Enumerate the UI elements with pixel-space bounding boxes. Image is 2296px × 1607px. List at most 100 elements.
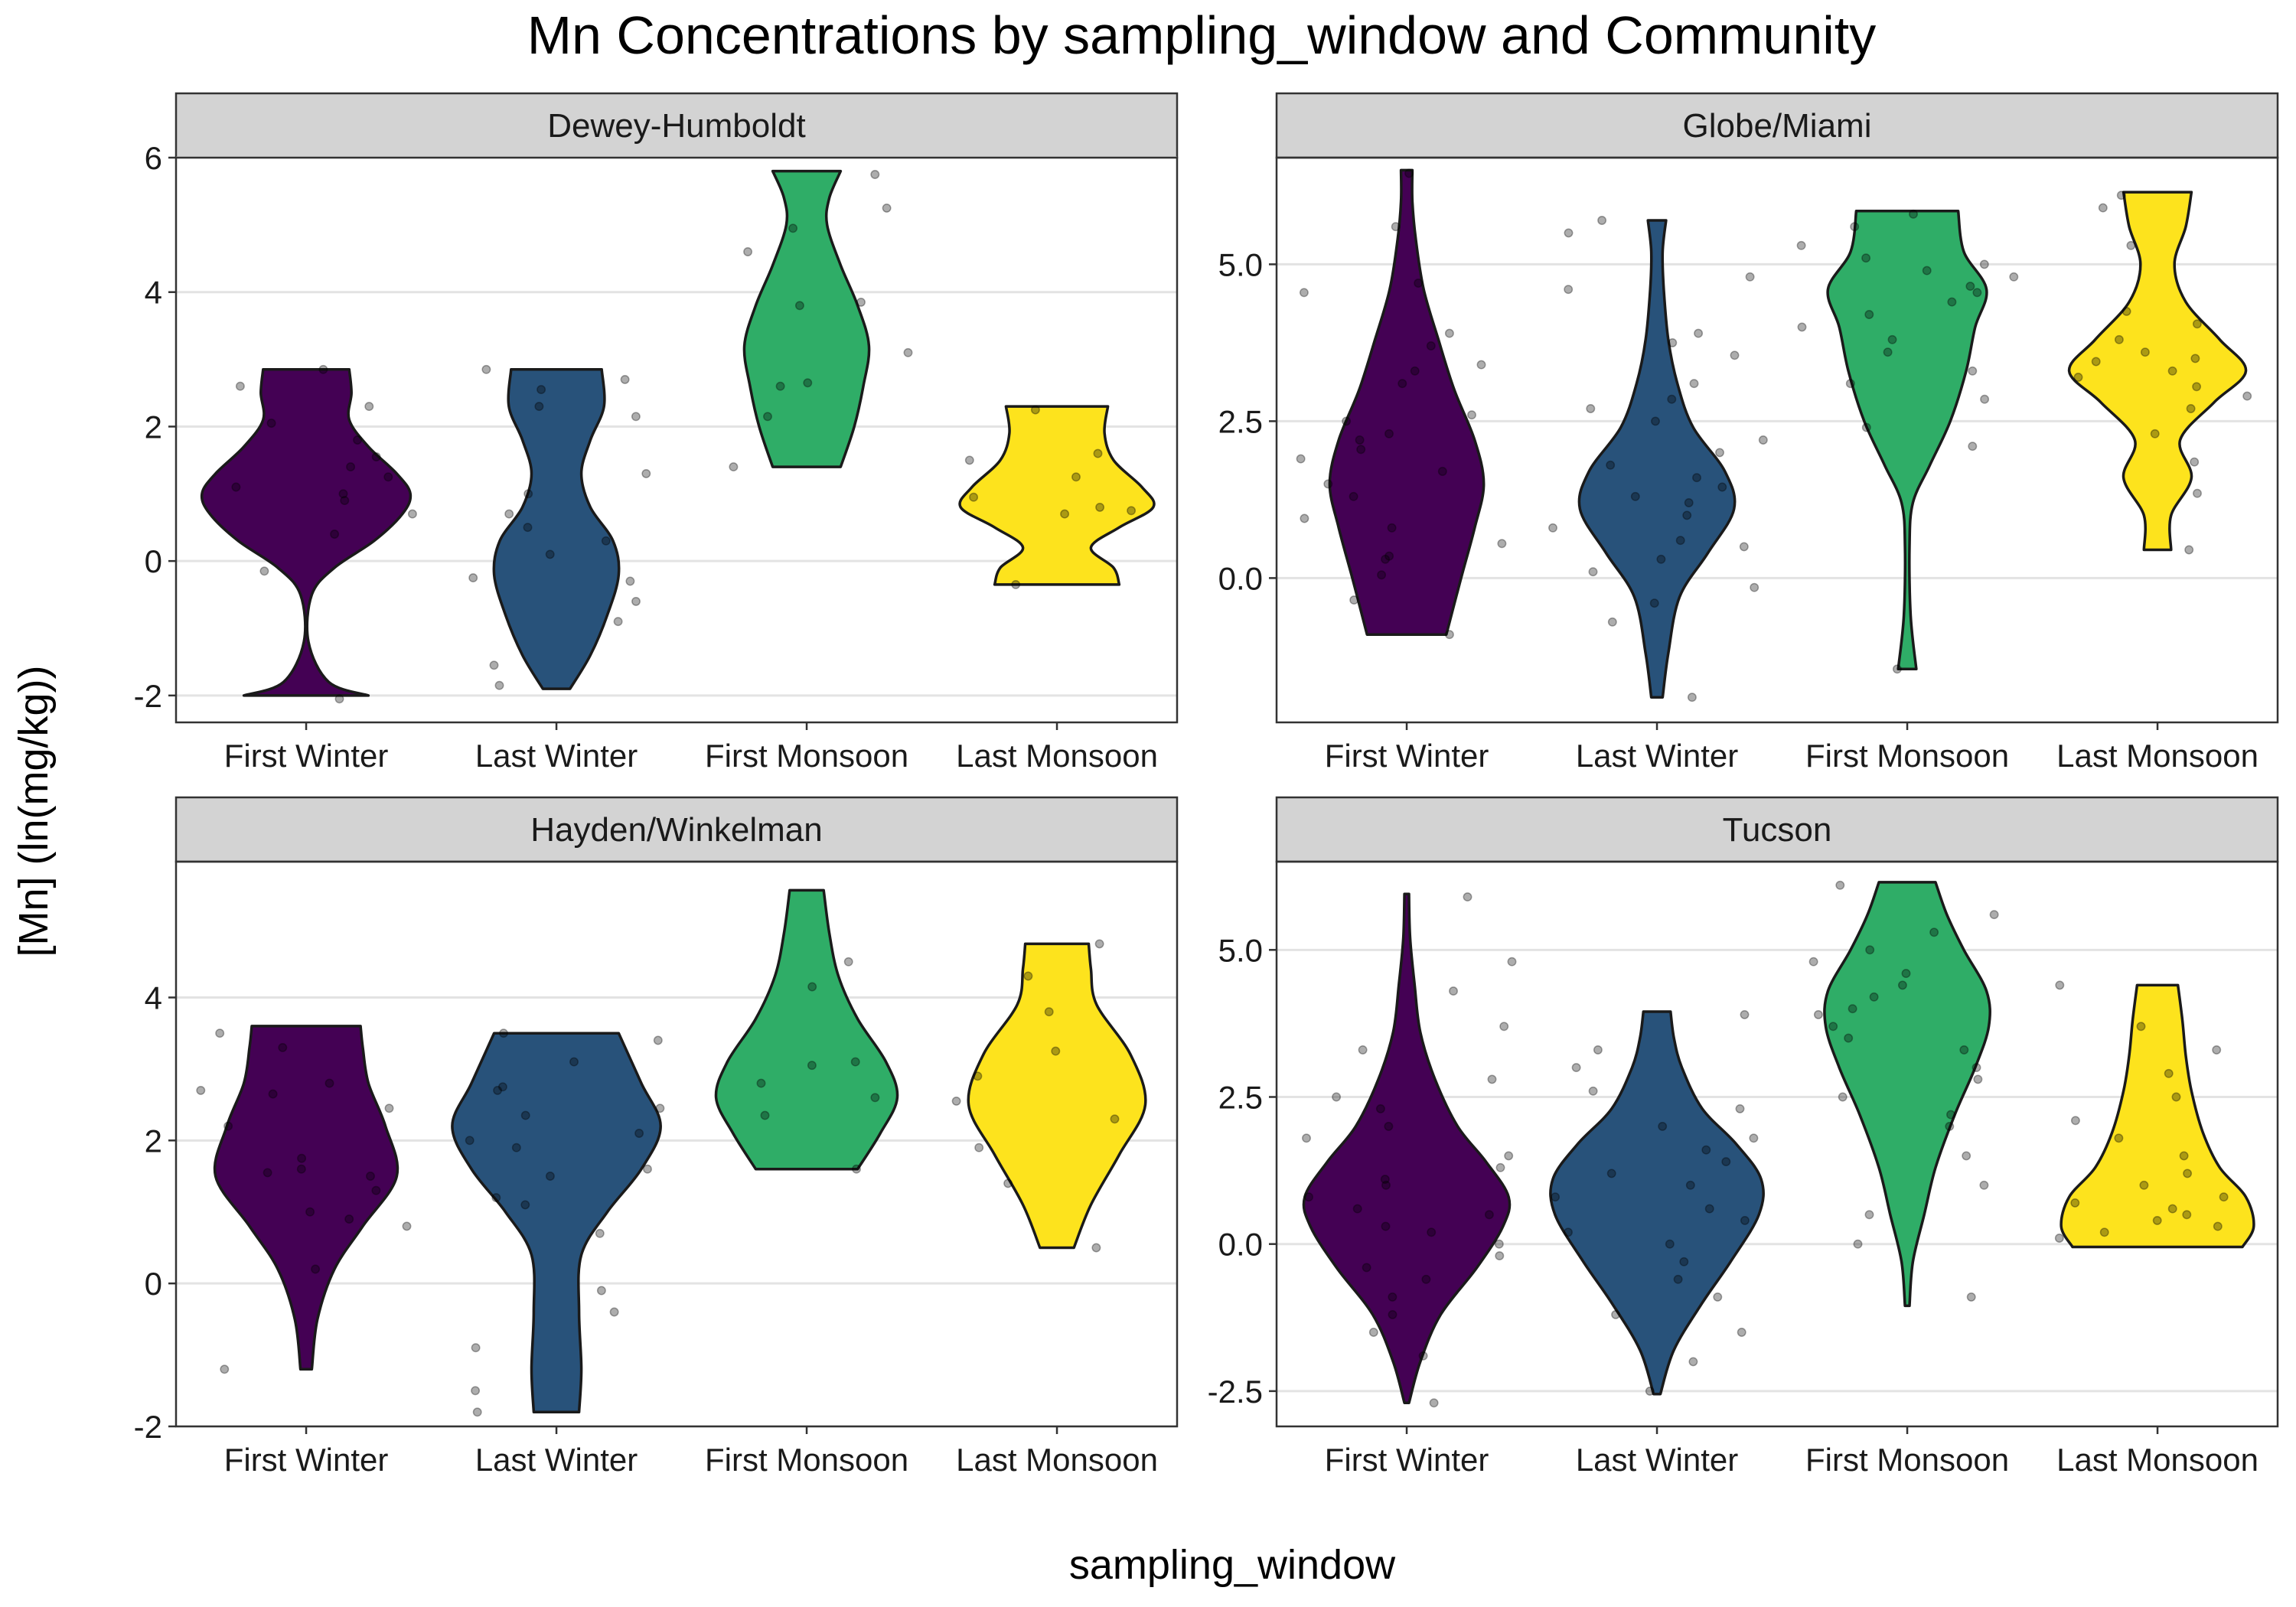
x-tick-label: Last Monsoon — [956, 738, 1158, 774]
data-point — [1864, 1210, 1874, 1220]
data-point — [1051, 1046, 1061, 1056]
data-point — [1687, 693, 1697, 702]
data-point — [2070, 1116, 2080, 1126]
data-point — [2192, 382, 2202, 392]
data-point — [371, 1185, 381, 1195]
data-point — [625, 576, 635, 586]
violin-shape — [200, 368, 413, 697]
data-point — [1684, 498, 1694, 507]
violin-shape — [967, 942, 1147, 1250]
data-point — [760, 1110, 770, 1120]
data-point — [2193, 488, 2202, 498]
data-point — [631, 596, 641, 606]
data-point — [1342, 416, 1352, 426]
data-point — [843, 957, 853, 966]
data-point — [775, 381, 785, 391]
data-point — [1797, 322, 1807, 332]
data-point — [259, 566, 269, 576]
data-point — [974, 1143, 984, 1152]
data-point — [1813, 1009, 1823, 1019]
data-point — [2136, 1022, 2146, 1032]
data-point — [1091, 1243, 1101, 1253]
data-point — [1962, 1151, 1971, 1161]
data-point — [223, 1121, 233, 1131]
data-point — [2186, 404, 2196, 413]
data-point — [1495, 1162, 1505, 1172]
data-point — [344, 1214, 354, 1224]
data-point — [653, 1035, 663, 1045]
data-point — [278, 1042, 288, 1052]
data-point — [1355, 435, 1365, 445]
data-point — [1548, 523, 1557, 533]
y-tick-label: 4 — [145, 980, 162, 1015]
y-tick-label: -2 — [134, 1409, 162, 1445]
facet-label: Globe/Miami — [1683, 107, 1872, 145]
y-tick-label: -2.5 — [1208, 1374, 1263, 1410]
x-tick-label: First Winter — [1325, 1442, 1489, 1478]
x-tick-label: Last Winter — [1576, 738, 1738, 774]
data-point — [595, 1228, 605, 1238]
data-point — [1388, 1309, 1397, 1319]
data-point — [1739, 542, 1749, 552]
data-point — [338, 489, 348, 499]
data-point — [641, 468, 651, 478]
data-point — [263, 1168, 272, 1178]
data-point — [1071, 472, 1081, 482]
data-point — [1362, 1263, 1371, 1273]
data-point — [803, 378, 813, 388]
facet-label: Dewey-Humboldt — [547, 107, 805, 145]
data-point — [1897, 980, 1907, 990]
data-point — [1380, 1175, 1390, 1185]
data-point — [2167, 1204, 2177, 1214]
facet-label: Tucson — [1723, 811, 1832, 849]
violin-first-winter — [1302, 892, 1517, 1408]
y-tick-label: 5.0 — [1218, 246, 1263, 282]
violin-last-monsoon — [951, 939, 1147, 1253]
data-point — [545, 1172, 555, 1181]
data-point — [1968, 366, 1978, 376]
x-tick-label: First Monsoon — [1805, 738, 2009, 774]
data-point — [1808, 957, 1818, 966]
data-point — [2116, 191, 2126, 200]
data-point — [1426, 341, 1436, 350]
violin-shape — [714, 888, 899, 1171]
data-point — [1352, 1204, 1362, 1214]
data-point — [220, 1364, 230, 1374]
data-point — [545, 549, 555, 559]
violin-first-monsoon — [729, 169, 913, 472]
data-point — [340, 496, 350, 506]
data-point — [1651, 416, 1660, 426]
data-point — [2140, 347, 2150, 357]
data-point — [969, 492, 979, 502]
data-point — [311, 1264, 321, 1274]
data-point — [1848, 1004, 1857, 1014]
data-point — [196, 1085, 206, 1095]
data-point — [231, 482, 241, 492]
data-point — [1656, 554, 1666, 564]
data-point — [1003, 1178, 1013, 1188]
data-point — [1965, 282, 1975, 292]
data-point — [1044, 1007, 1054, 1017]
panel-frame — [1275, 156, 2279, 724]
data-point — [1388, 1292, 1397, 1302]
data-point — [1023, 971, 1033, 981]
data-point — [1323, 479, 1333, 489]
data-point — [1484, 1210, 1494, 1220]
data-point — [1713, 1292, 1723, 1302]
violin-last-winter — [468, 364, 651, 690]
data-point — [2183, 1169, 2193, 1178]
y-tick-label: 0.0 — [1218, 560, 1263, 596]
data-point — [2122, 306, 2131, 316]
data-point — [2073, 373, 2083, 382]
data-point — [494, 680, 504, 690]
data-point — [2192, 319, 2202, 329]
data-point — [1665, 1239, 1675, 1249]
data-point — [511, 1143, 521, 1152]
data-point — [1497, 539, 1507, 549]
data-point — [1737, 1328, 1746, 1337]
data-point — [763, 412, 772, 422]
y-tick-label: 0 — [145, 1266, 162, 1302]
data-point — [2190, 457, 2200, 467]
data-point — [1667, 394, 1677, 404]
violin-last-winter — [1548, 216, 1768, 702]
